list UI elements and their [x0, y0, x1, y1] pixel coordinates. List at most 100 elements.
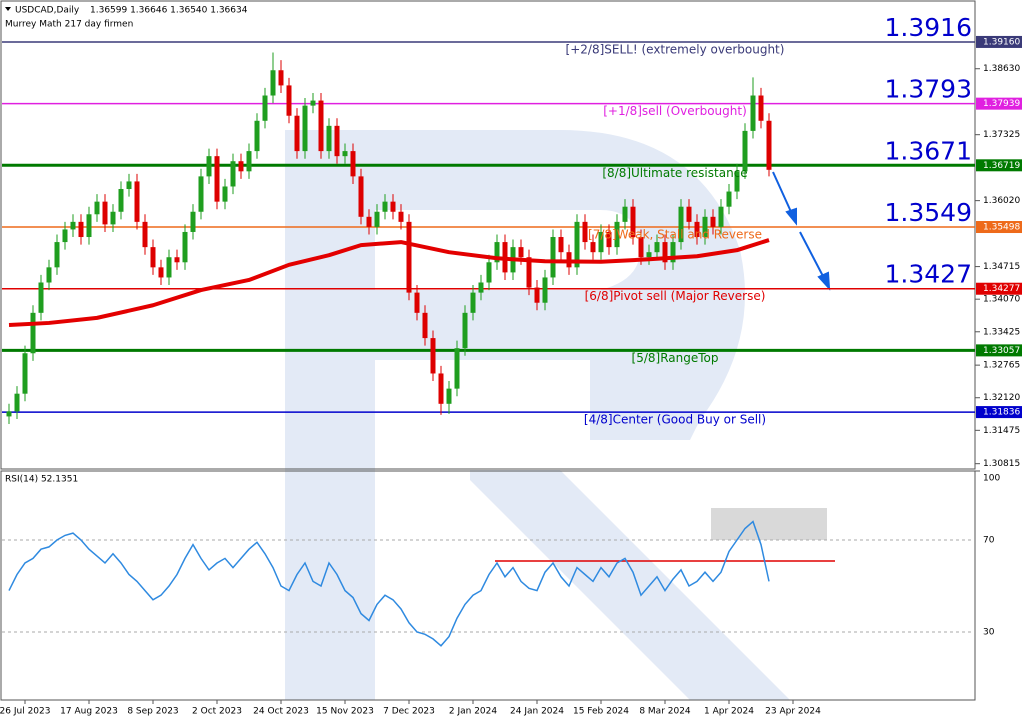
candle-body — [590, 242, 596, 253]
candle-body — [366, 216, 372, 227]
candle-body — [46, 267, 52, 283]
level-label: [5/8]RangeTop — [632, 351, 719, 365]
level-price-box — [976, 406, 1022, 419]
candle-body — [630, 206, 636, 238]
level-label: [8/8]Ultimate resistance — [602, 166, 747, 180]
candle-body — [382, 201, 388, 212]
candle-body — [246, 151, 252, 172]
candle-body — [238, 161, 244, 172]
level-price: 1.3671 — [885, 136, 972, 165]
candle-body — [342, 151, 348, 157]
candle-body — [518, 247, 524, 258]
candle-body — [6, 411, 12, 417]
y-tick-label: 1.38630 — [983, 64, 1020, 74]
level-axis-label: 1.31836 — [983, 408, 1020, 418]
x-tick-label: 8 Sep 2023 — [127, 707, 178, 717]
candle-body — [38, 282, 44, 313]
level-axis-label: 1.37939 — [983, 99, 1020, 109]
y-tick-label: 1.34070 — [983, 295, 1020, 305]
candle-body — [54, 242, 60, 268]
candle-body — [174, 257, 180, 263]
indicator-name: Murrey Math 217 day firmen — [5, 20, 133, 30]
candle-body — [470, 292, 476, 313]
x-tick-label: 26 Jul 2023 — [0, 707, 50, 717]
x-tick-label: 15 Nov 2023 — [316, 707, 374, 717]
candle-body — [230, 161, 236, 187]
candle-body — [102, 201, 108, 225]
candle-body — [662, 242, 668, 263]
candle-body — [158, 267, 164, 278]
candle-body — [78, 221, 84, 238]
candle-body — [558, 237, 564, 253]
x-tick-label: 15 Feb 2024 — [573, 707, 629, 717]
x-tick-label: 17 Aug 2023 — [60, 707, 118, 717]
x-tick-label: 24 Oct 2023 — [253, 707, 309, 717]
candle-body — [110, 211, 116, 225]
candle-body — [606, 231, 612, 248]
candle-body — [654, 242, 660, 253]
level-axis-label: 1.36719 — [983, 161, 1020, 171]
main-frame — [0, 0, 976, 470]
y-tick-label: 1.37325 — [983, 130, 1020, 140]
candle-body — [214, 156, 220, 202]
candle-body — [302, 105, 308, 152]
candle-body — [150, 247, 156, 268]
candle-body — [406, 221, 412, 293]
y-tick-label: 1.34715 — [983, 262, 1020, 272]
candle-body — [542, 277, 548, 303]
candle-body — [726, 191, 732, 207]
x-tick-label: 24 Jan 2024 — [510, 707, 564, 717]
level-label: [+2/8]SELL! (extremely overbought) — [566, 42, 785, 56]
candle-body — [206, 156, 212, 177]
level-price-box — [976, 344, 1022, 357]
candle-body — [270, 70, 276, 96]
candle-body — [70, 221, 76, 230]
candle-body — [638, 237, 644, 258]
candle-body — [670, 242, 676, 263]
candle-body — [390, 201, 396, 212]
level-price-box — [976, 282, 1022, 295]
candle-body — [334, 125, 340, 157]
candle-body — [622, 206, 628, 222]
level-label: [6/8]Pivot sell (Major Reverse) — [585, 289, 766, 303]
candle-body — [478, 282, 484, 293]
y-tick-label: 1.33425 — [983, 327, 1020, 337]
moving-average — [8, 238, 770, 327]
menu-triangle[interactable] — [5, 7, 11, 11]
candle-body — [294, 115, 300, 152]
candle-body — [374, 211, 380, 227]
level-price: 1.3549 — [885, 198, 972, 227]
candle-body — [734, 171, 740, 192]
level-price-box — [976, 35, 1022, 48]
candle-body — [486, 262, 492, 283]
candle-body — [686, 206, 692, 222]
level-axis-label: 1.34277 — [983, 284, 1020, 294]
candle-body — [134, 181, 140, 222]
candle-body — [710, 216, 716, 227]
candle-body — [182, 231, 188, 263]
level-axis-label: 1.33057 — [983, 346, 1020, 356]
candle-body — [326, 125, 332, 152]
level-label: [7/8]Weak, Stall and Reverse — [588, 228, 762, 242]
level-label: [4/8]Center (Good Buy or Sell) — [584, 413, 766, 427]
watermark — [285, 130, 790, 700]
level-axis-label: 1.35498 — [983, 223, 1020, 233]
candle-body — [94, 201, 100, 215]
x-tick-label: 7 Dec 2023 — [383, 707, 435, 717]
rsi-tick-label: 30 — [983, 628, 995, 638]
candle-body — [574, 221, 580, 268]
candle-body — [494, 242, 500, 263]
x-tick-label: 23 Apr 2024 — [765, 707, 821, 717]
candle-body — [190, 211, 196, 232]
level-price-box — [976, 97, 1022, 110]
x-tick-label: 8 Mar 2024 — [639, 707, 691, 717]
level-price: 1.3427 — [885, 260, 972, 289]
ohlc: 1.36599 1.36646 1.36540 1.36634 — [90, 6, 248, 16]
candle-body — [358, 176, 364, 217]
candle-body — [14, 393, 20, 412]
rsi-zone — [711, 508, 827, 540]
candle-body — [22, 353, 28, 394]
candle-body — [438, 373, 444, 404]
candle-body — [62, 229, 68, 243]
